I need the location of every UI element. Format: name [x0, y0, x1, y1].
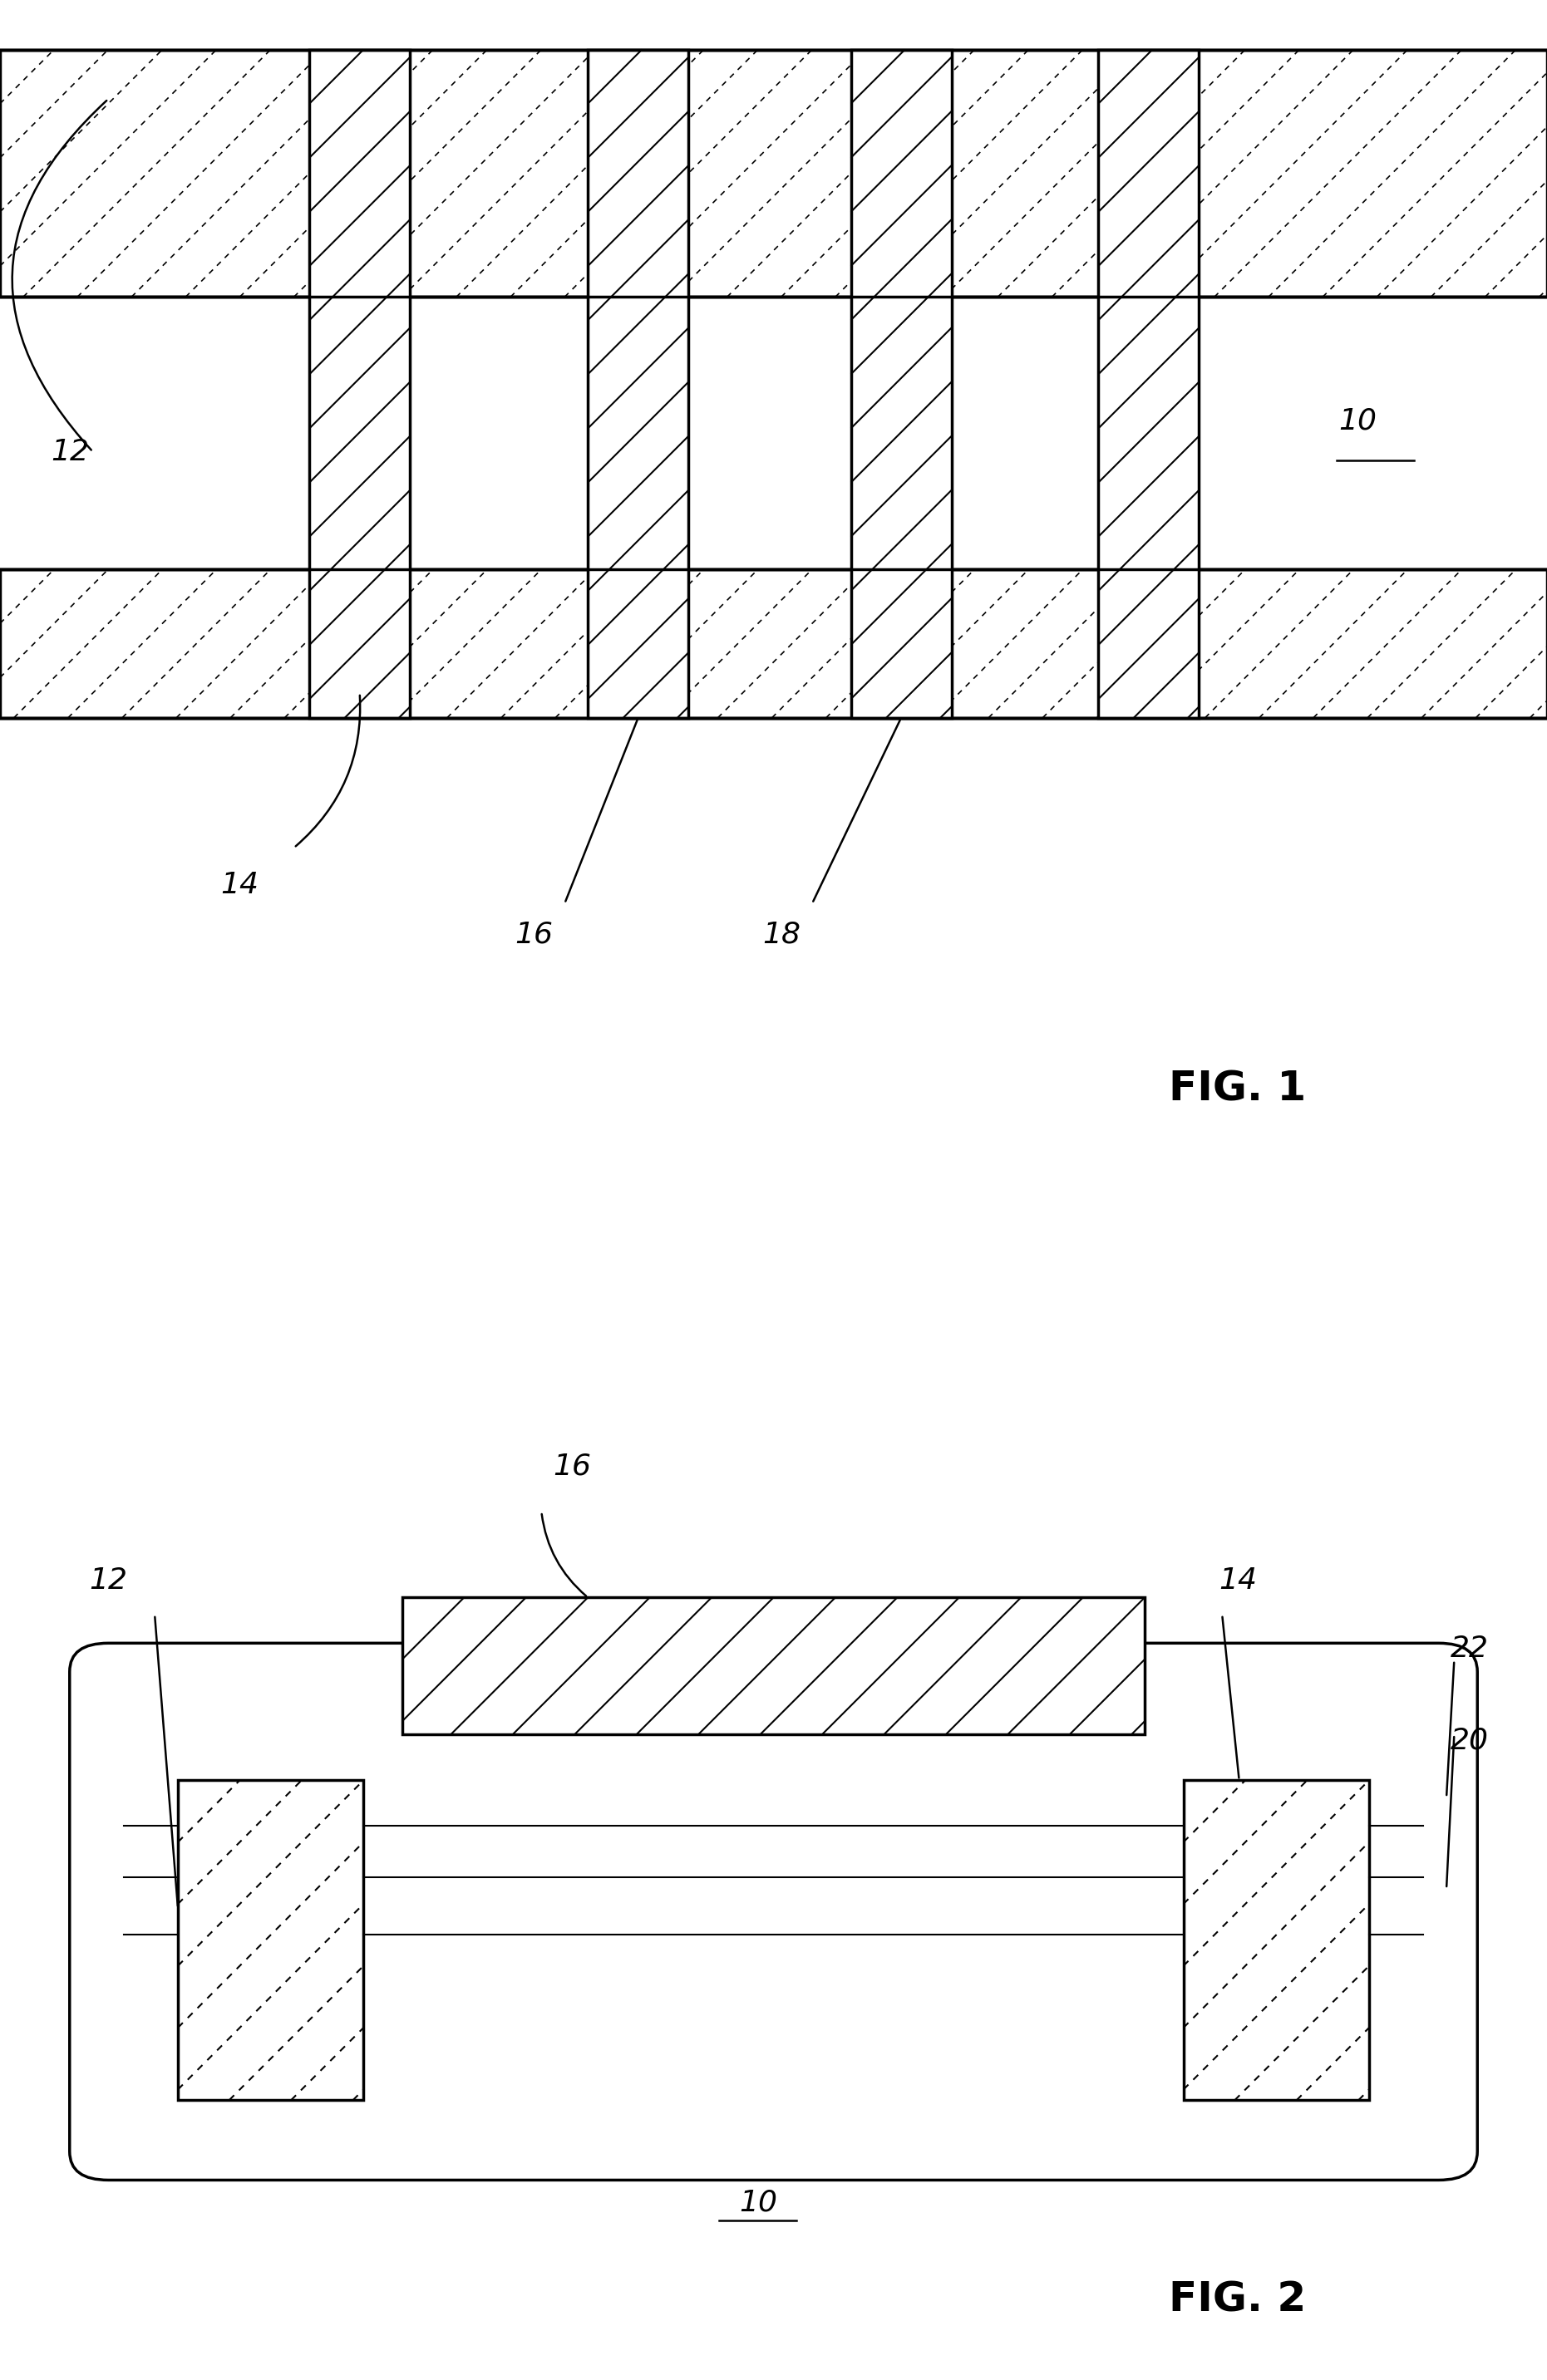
- Bar: [402, 1597, 1145, 1735]
- Text: 22: 22: [1451, 1635, 1488, 1664]
- Text: 14: 14: [1219, 1566, 1256, 1595]
- Bar: [309, 50, 410, 719]
- Text: FIG. 2: FIG. 2: [1170, 2280, 1306, 2320]
- Bar: [1098, 50, 1199, 719]
- Text: 20: 20: [1451, 1726, 1488, 1754]
- Text: 14: 14: [221, 871, 258, 900]
- Text: FIG. 1: FIG. 1: [1170, 1069, 1306, 1109]
- Bar: [851, 50, 951, 719]
- Text: 18: 18: [763, 921, 800, 950]
- FancyBboxPatch shape: [70, 1642, 1477, 2180]
- Text: 10: 10: [1338, 407, 1377, 436]
- Bar: [309, 50, 410, 719]
- Bar: [588, 50, 688, 719]
- Bar: [588, 50, 688, 719]
- Bar: [0, 569, 1547, 719]
- Text: 16: 16: [554, 1452, 591, 1480]
- Bar: [0, 50, 1547, 298]
- Bar: [1098, 50, 1199, 719]
- Bar: [0, 50, 1547, 298]
- Text: 16: 16: [515, 921, 552, 950]
- Text: 10: 10: [739, 2190, 777, 2218]
- Bar: [178, 1780, 364, 2099]
- Text: 12: 12: [51, 438, 88, 466]
- Bar: [1183, 1780, 1369, 2099]
- Text: 12: 12: [90, 1566, 127, 1595]
- Bar: [1183, 1780, 1369, 2099]
- Bar: [402, 1597, 1145, 1735]
- Bar: [851, 50, 951, 719]
- Bar: [178, 1780, 364, 2099]
- Bar: [0, 569, 1547, 719]
